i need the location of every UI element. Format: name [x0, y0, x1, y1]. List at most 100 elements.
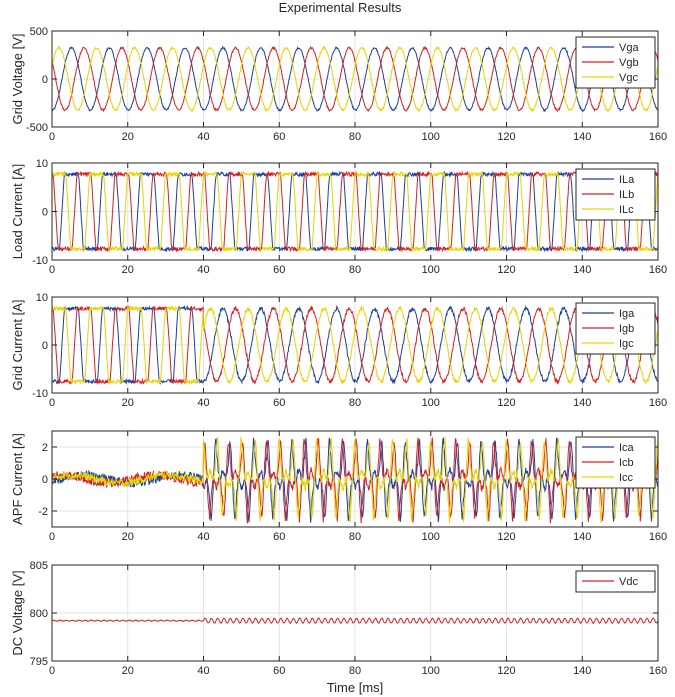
series-line-ilc — [52, 170, 658, 253]
legend-label-ilb: ILb — [619, 189, 634, 201]
series-line-ica — [52, 436, 658, 523]
x-tick-label: 60 — [273, 397, 285, 409]
x-tick-label: 40 — [197, 665, 209, 677]
x-tick-label: 80 — [349, 531, 361, 543]
y-tick-label: -10 — [32, 388, 48, 400]
y-tick-label: 800 — [30, 608, 48, 620]
x-tick-label: 160 — [649, 397, 667, 409]
x-tick-label: 80 — [349, 397, 361, 409]
x-tick-label: 60 — [273, 264, 285, 276]
x-axis-label: Time [ms] — [327, 680, 384, 695]
y-tick-label: -500 — [26, 122, 48, 134]
series-line-iga — [52, 304, 658, 385]
x-tick-label: 40 — [197, 397, 209, 409]
y-tick-label: -2 — [38, 506, 48, 518]
legend-label-vga: Vga — [619, 42, 639, 54]
x-tick-label: 40 — [197, 264, 209, 276]
x-tick-label: 80 — [349, 131, 361, 143]
y-tick-label: 795 — [30, 656, 48, 668]
x-tick-label: 120 — [497, 665, 515, 677]
x-tick-label: 40 — [197, 131, 209, 143]
x-tick-label: 20 — [122, 397, 134, 409]
series-line-icc — [52, 436, 658, 524]
y-axis-label: APF Current [A] — [10, 433, 25, 525]
y-tick-label: -10 — [32, 255, 48, 267]
x-tick-label: 0 — [49, 665, 55, 677]
y-tick-label: 10 — [36, 158, 48, 170]
x-tick-label: 160 — [649, 131, 667, 143]
legend-label-icc: Icc — [619, 472, 634, 484]
legend-label-ica: Ica — [619, 442, 635, 454]
x-tick-label: 0 — [49, 531, 55, 543]
series-line-vdc — [52, 617, 658, 625]
x-tick-label: 140 — [573, 531, 591, 543]
x-tick-label: 100 — [422, 264, 440, 276]
y-tick-label: 10 — [36, 292, 48, 304]
x-tick-label: 40 — [197, 531, 209, 543]
legend: Iga Igb Igc — [575, 302, 656, 355]
series-line-vga — [52, 45, 658, 113]
x-tick-label: 100 — [422, 397, 440, 409]
y-axis-label: Load Current [A] — [10, 164, 25, 259]
x-tick-label: 140 — [573, 665, 591, 677]
x-tick-label: 80 — [349, 264, 361, 276]
legend: Ica Icb Icc — [575, 436, 656, 489]
x-tick-label: 100 — [422, 531, 440, 543]
y-tick-label: 500 — [30, 26, 48, 38]
x-tick-label: 160 — [649, 665, 667, 677]
x-tick-label: 80 — [349, 665, 361, 677]
x-tick-label: 60 — [273, 131, 285, 143]
x-tick-label: 20 — [122, 665, 134, 677]
series-line-vgc — [52, 45, 658, 113]
series-line-igb — [52, 305, 658, 386]
legend-label-igc: Igc — [619, 338, 634, 350]
y-axis-label: Grid Current [A] — [10, 299, 25, 390]
x-tick-label: 160 — [649, 264, 667, 276]
x-tick-label: 120 — [497, 397, 515, 409]
x-tick-label: 0 — [49, 264, 55, 276]
x-tick-label: 120 — [497, 264, 515, 276]
x-tick-label: 140 — [573, 131, 591, 143]
legend-label-igb: Igb — [619, 323, 634, 335]
figure-title: Experimental Results — [279, 0, 402, 15]
panel-5: 0 20 40 60 80 100 120 140 160 795 800 805 DC Voltage… — [10, 560, 667, 677]
legend-label-ila: ILa — [619, 174, 635, 186]
legend: Vga Vgb Vgc — [575, 36, 656, 89]
legend: Vdc — [575, 570, 656, 593]
x-tick-label: 120 — [497, 531, 515, 543]
x-tick-label: 60 — [273, 665, 285, 677]
y-tick-label: 0 — [42, 340, 48, 352]
x-tick-label: 60 — [273, 531, 285, 543]
series-line-igc — [52, 305, 658, 386]
y-tick-label: 0 — [42, 474, 48, 486]
legend-label-vgc: Vgc — [619, 72, 638, 84]
x-tick-label: 140 — [573, 397, 591, 409]
x-tick-label: 20 — [122, 131, 134, 143]
x-tick-label: 140 — [573, 264, 591, 276]
legend: ILa ILb ILc — [575, 168, 656, 221]
x-tick-label: 100 — [422, 665, 440, 677]
y-axis-label: Grid Voltage [V] — [10, 33, 25, 124]
series-line-vgb — [52, 45, 658, 113]
legend-box — [575, 570, 656, 593]
y-tick-label: 0 — [42, 207, 48, 219]
x-tick-label: 120 — [497, 131, 515, 143]
x-tick-label: 0 — [49, 397, 55, 409]
y-axis-label: DC Voltage [V] — [10, 570, 25, 655]
y-tick-label: 2 — [42, 442, 48, 454]
y-tick-label: 805 — [30, 560, 48, 572]
x-tick-label: 20 — [122, 264, 134, 276]
panel-4: 0 20 40 60 80 100 120 140 160 -2 0 2 APF Current [A]… — [10, 430, 667, 543]
y-tick-label: 0 — [42, 74, 48, 86]
legend-label-ilc: ILc — [619, 204, 634, 216]
x-tick-label: 100 — [422, 131, 440, 143]
legend-label-vgb: Vgb — [619, 57, 639, 69]
legend-label-icb: Icb — [619, 457, 634, 469]
x-tick-label: 20 — [122, 531, 134, 543]
legend-label-iga: Iga — [619, 308, 635, 320]
legend-label-vdc: Vdc — [619, 576, 638, 588]
